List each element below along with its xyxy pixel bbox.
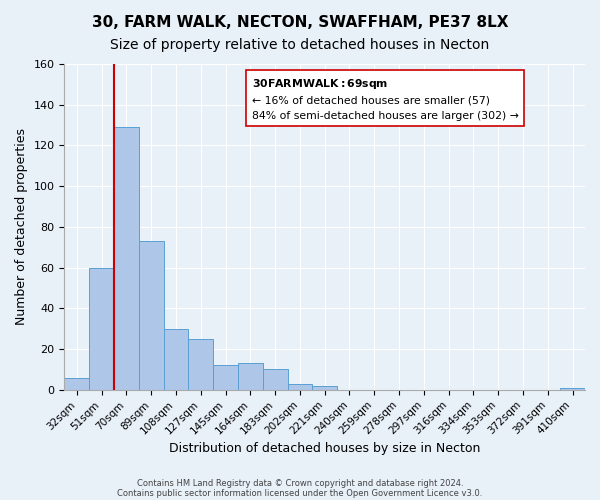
- Bar: [287, 384, 313, 390]
- Bar: [560, 388, 585, 390]
- Bar: [114, 127, 139, 390]
- Bar: [313, 386, 337, 390]
- Text: $\bf{30 FARM WALK: 69sqm}$
← 16% of detached houses are smaller (57)
84% of semi: $\bf{30 FARM WALK: 69sqm}$ ← 16% of deta…: [252, 77, 518, 120]
- Bar: [89, 268, 114, 390]
- Text: 30, FARM WALK, NECTON, SWAFFHAM, PE37 8LX: 30, FARM WALK, NECTON, SWAFFHAM, PE37 8L…: [92, 15, 508, 30]
- Text: Size of property relative to detached houses in Necton: Size of property relative to detached ho…: [110, 38, 490, 52]
- Bar: [139, 241, 164, 390]
- Bar: [238, 364, 263, 390]
- Bar: [263, 370, 287, 390]
- Bar: [188, 339, 213, 390]
- Text: Contains HM Land Registry data © Crown copyright and database right 2024.: Contains HM Land Registry data © Crown c…: [137, 478, 463, 488]
- Y-axis label: Number of detached properties: Number of detached properties: [15, 128, 28, 326]
- X-axis label: Distribution of detached houses by size in Necton: Distribution of detached houses by size …: [169, 442, 481, 455]
- Bar: [164, 329, 188, 390]
- Bar: [64, 378, 89, 390]
- Text: Contains public sector information licensed under the Open Government Licence v3: Contains public sector information licen…: [118, 488, 482, 498]
- Bar: [213, 366, 238, 390]
